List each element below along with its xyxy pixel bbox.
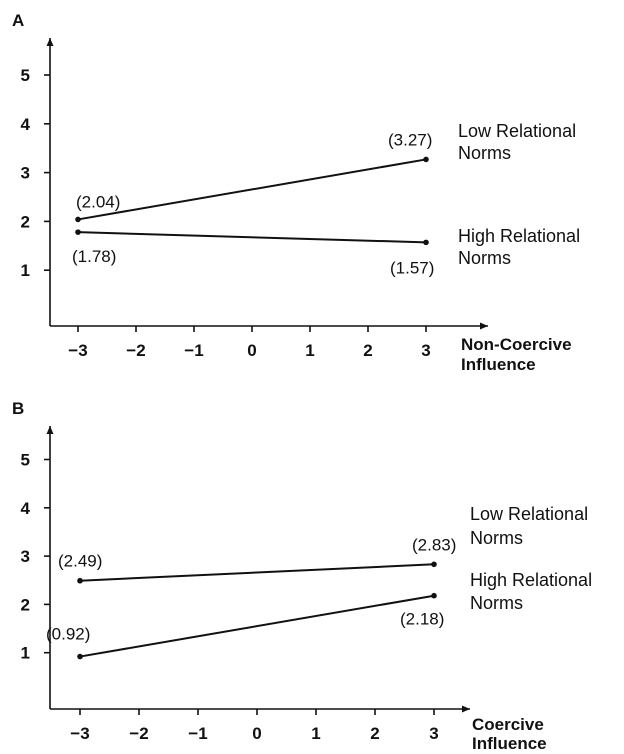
panel-letter: B [12,399,24,418]
x-tick-label: −1 [184,341,203,360]
series-line [80,596,434,657]
series-line [80,564,434,580]
x-tick-label: 2 [363,341,372,360]
x-tick-label: 1 [311,724,320,743]
x-tick-label: −2 [126,341,145,360]
data-label: (2.49) [58,552,102,571]
data-label: (0.92) [46,625,90,644]
series-legend-label: Low Relational [458,121,576,141]
x-axis-label: Influence [461,355,536,374]
data-point [423,157,429,163]
series-line [78,232,426,242]
data-point [423,240,429,246]
x-tick-label: −1 [188,724,207,743]
data-label: (2.04) [76,192,120,211]
data-point [431,562,437,568]
series-legend-label: Norms [470,528,523,548]
panel-letter: A [12,11,24,30]
y-tick-label: 4 [21,115,31,134]
x-tick-label: −3 [68,341,87,360]
data-label: (2.83) [412,535,456,554]
x-tick-label: 3 [421,341,430,360]
y-tick-label: 2 [21,595,30,614]
x-axis-label: Non-Coercive [461,335,572,354]
y-axis-arrow-icon [47,426,54,434]
series-legend-label: Norms [458,248,511,268]
y-tick-label: 3 [21,164,30,183]
data-label: (1.57) [390,258,434,277]
data-label: (1.78) [72,247,116,266]
y-axis-arrow-icon [47,38,54,46]
data-point [75,229,81,235]
series-legend-label: High Relational [458,226,580,246]
data-point [75,217,81,223]
series-legend-label: Norms [458,143,511,163]
x-tick-label: 3 [429,724,438,743]
x-axis-arrow-icon [480,323,488,330]
data-label: (3.27) [388,130,432,149]
y-tick-label: 1 [21,644,30,663]
data-point [77,654,83,660]
x-tick-label: 1 [305,341,314,360]
x-tick-label: −2 [129,724,148,743]
x-tick-label: 2 [370,724,379,743]
x-tick-label: 0 [247,341,256,360]
data-point [77,578,83,584]
y-tick-label: 5 [21,66,30,85]
x-axis-label: Coercive [472,715,544,734]
data-point [431,593,437,599]
series-line [78,159,426,219]
data-label: (2.18) [400,610,444,629]
series-legend-label: Low Relational [470,504,588,524]
y-tick-label: 5 [21,451,30,470]
series-legend-label: High Relational [470,570,592,590]
y-tick-label: 3 [21,547,30,566]
x-tick-label: 0 [252,724,261,743]
y-tick-label: 4 [21,499,31,518]
x-tick-label: −3 [70,724,89,743]
y-tick-label: 1 [21,261,30,280]
y-tick-label: 2 [21,212,30,231]
x-axis-label: Influence [472,734,547,753]
series-legend-label: Norms [470,593,523,613]
x-axis-arrow-icon [462,706,470,713]
